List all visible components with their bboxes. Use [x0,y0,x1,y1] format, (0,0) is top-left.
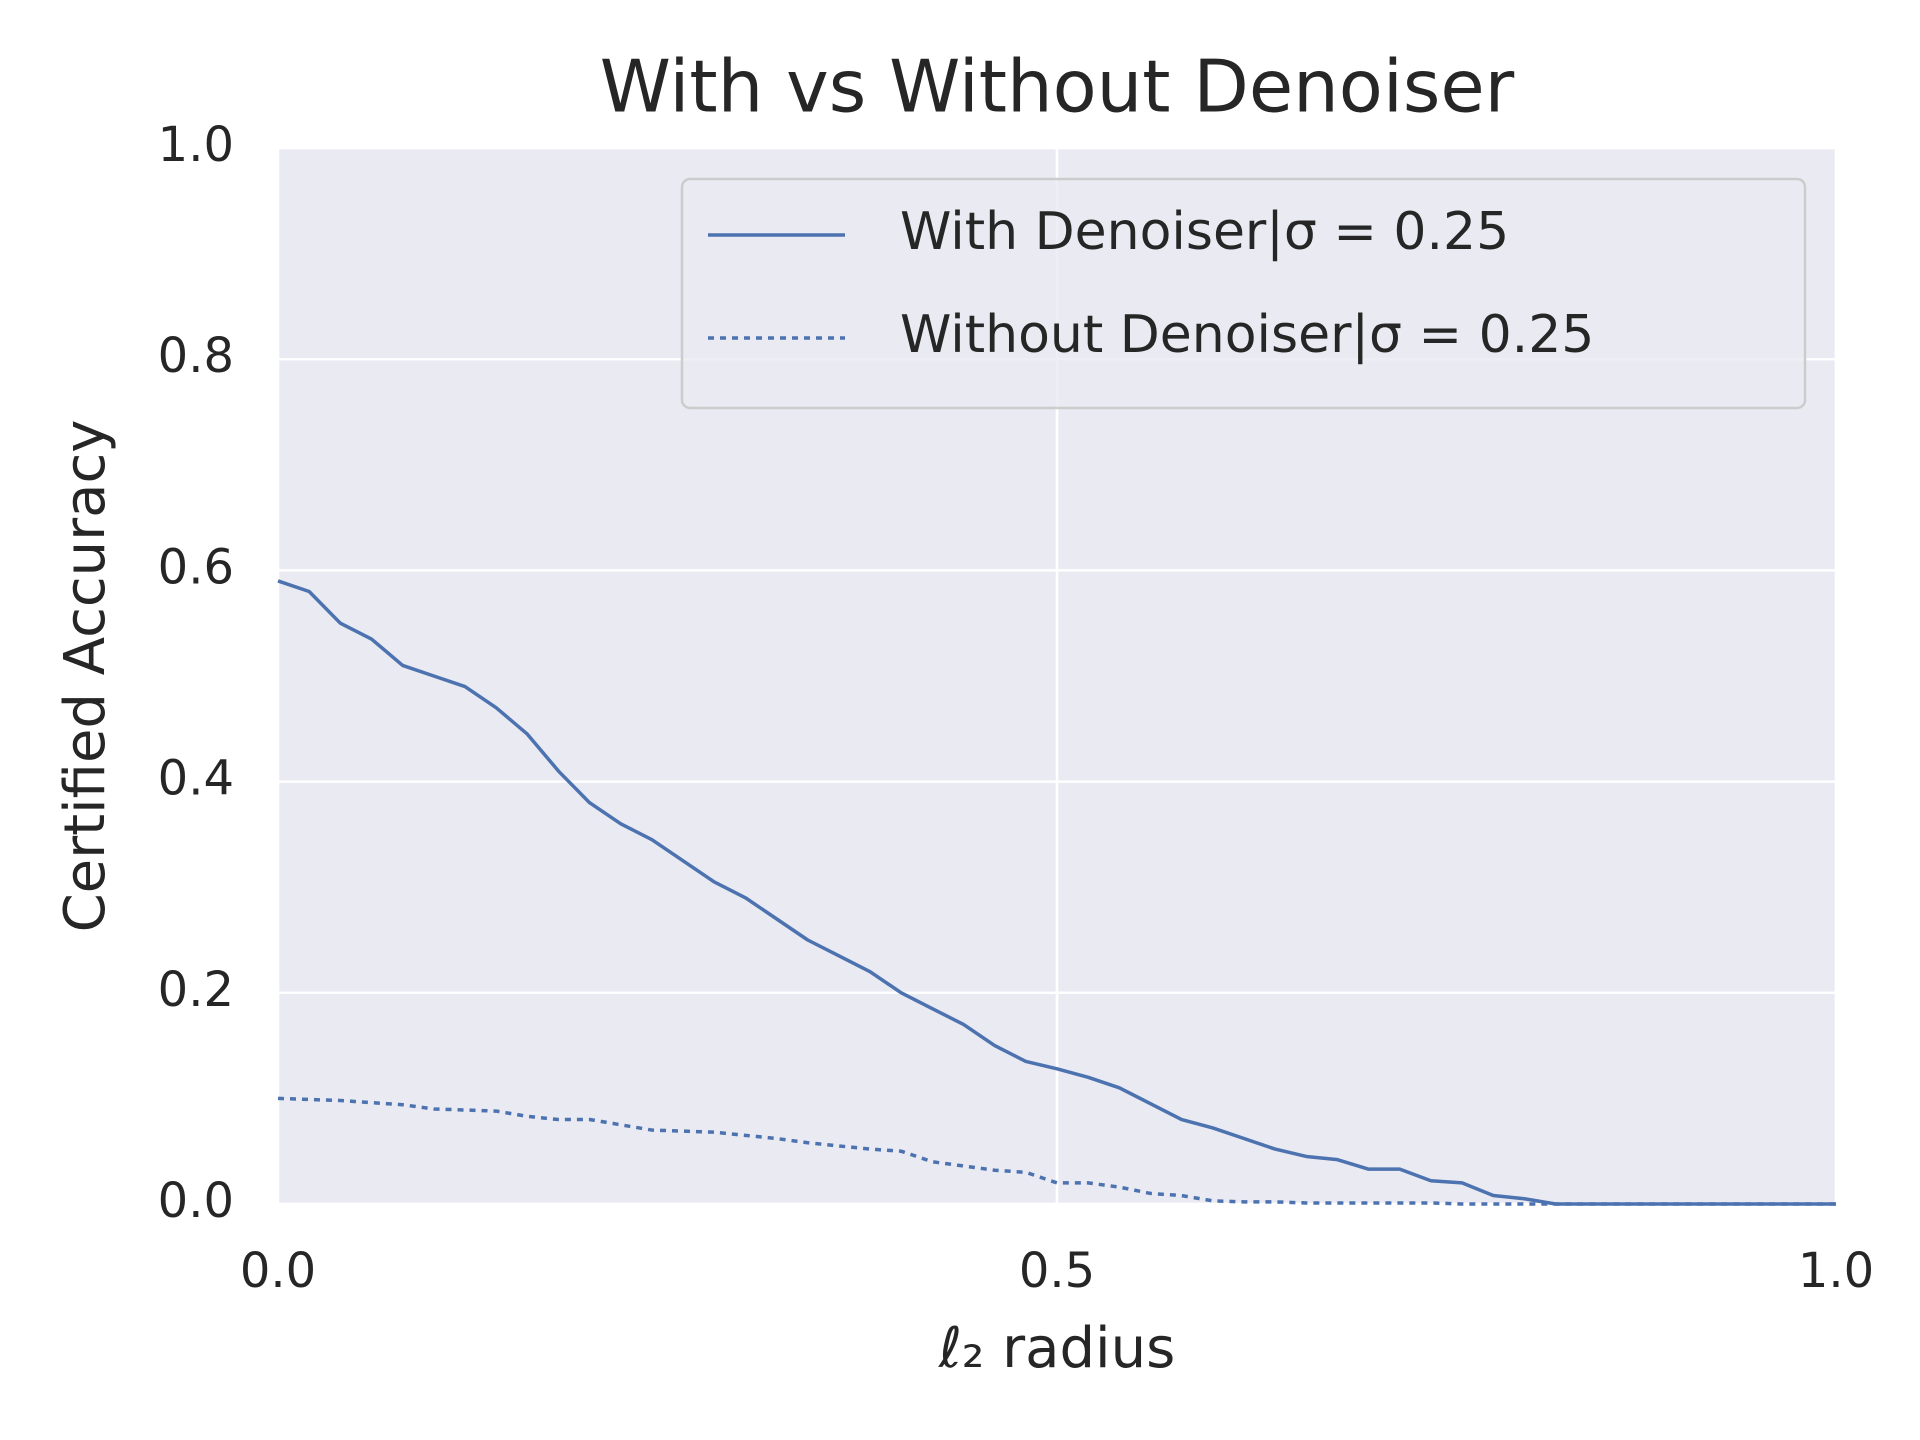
y-tick-label: 0.6 [158,539,234,595]
y-tick-label: 0.8 [158,328,234,384]
legend-label: Without Denoiser|σ = 0.25 [900,305,1594,365]
legend-label: With Denoiser|σ = 0.25 [900,202,1509,262]
lines [277,579,1836,1206]
series-line [277,579,1836,1206]
y-axis-label: Certified Accuracy [53,420,118,933]
x-tick-label: 0.5 [1019,1243,1095,1299]
x-tick-label: 0.0 [240,1243,316,1299]
y-tick-label: 0.2 [158,962,234,1018]
chart-title: With vs Without Denoiser [600,45,1515,129]
y-tick-label: 1.0 [158,117,234,173]
legend-box [680,177,1807,410]
x-tick-label: 1.0 [1798,1243,1874,1299]
legend: With Denoiser|σ = 0.25 Without Denoiser|σ… [680,177,1807,410]
y-tick-label: 0.4 [158,751,234,807]
x-axis-label: ℓ₂ radius [938,1316,1176,1381]
y-tick-label: 0.0 [158,1173,234,1229]
